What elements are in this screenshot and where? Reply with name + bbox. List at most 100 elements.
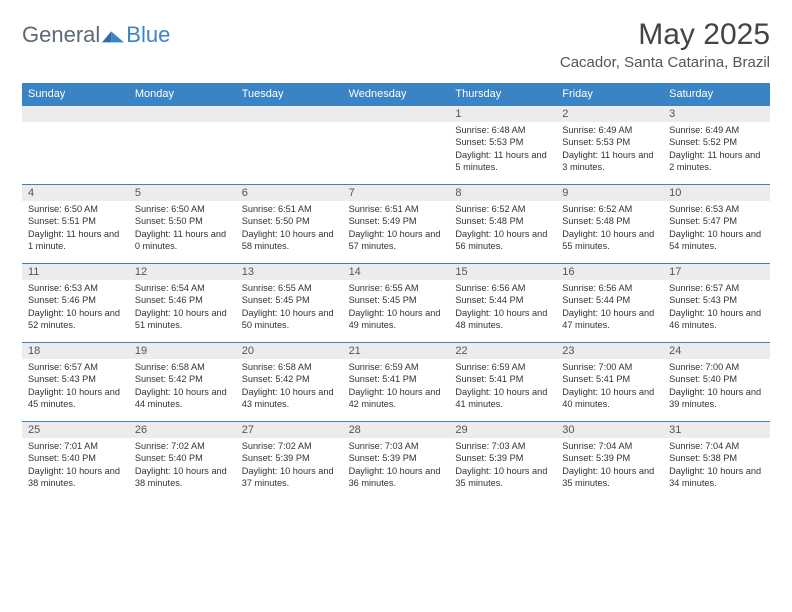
daylight-text: Daylight: 10 hours and 52 minutes. bbox=[28, 307, 123, 332]
sunrise-text: Sunrise: 7:04 AM bbox=[669, 440, 764, 452]
sunrise-text: Sunrise: 6:52 AM bbox=[562, 203, 657, 215]
daylight-text: Daylight: 10 hours and 49 minutes. bbox=[349, 307, 444, 332]
sunset-text: Sunset: 5:40 PM bbox=[135, 452, 230, 464]
daylight-text: Daylight: 10 hours and 42 minutes. bbox=[349, 386, 444, 411]
logo-text-general: General bbox=[22, 22, 100, 48]
sunrise-text: Sunrise: 6:59 AM bbox=[455, 361, 550, 373]
day-detail: Sunrise: 6:50 AMSunset: 5:51 PMDaylight:… bbox=[22, 201, 129, 263]
daylight-text: Daylight: 10 hours and 34 minutes. bbox=[669, 465, 764, 490]
day-detail: Sunrise: 7:02 AMSunset: 5:40 PMDaylight:… bbox=[129, 438, 236, 500]
day-number: 19 bbox=[129, 343, 236, 359]
sunrise-text: Sunrise: 7:02 AM bbox=[135, 440, 230, 452]
logo-mark-icon bbox=[102, 27, 124, 43]
daylight-text: Daylight: 10 hours and 38 minutes. bbox=[28, 465, 123, 490]
sunrise-text: Sunrise: 6:57 AM bbox=[669, 282, 764, 294]
detail-row: Sunrise: 6:50 AMSunset: 5:51 PMDaylight:… bbox=[22, 201, 770, 263]
day-detail: Sunrise: 6:51 AMSunset: 5:49 PMDaylight:… bbox=[343, 201, 450, 263]
sunset-text: Sunset: 5:44 PM bbox=[455, 294, 550, 306]
daylight-text: Daylight: 10 hours and 56 minutes. bbox=[455, 228, 550, 253]
sunset-text: Sunset: 5:39 PM bbox=[562, 452, 657, 464]
sunset-text: Sunset: 5:46 PM bbox=[135, 294, 230, 306]
calendar-week: 25262728293031Sunrise: 7:01 AMSunset: 5:… bbox=[22, 421, 770, 500]
daylight-text: Daylight: 10 hours and 40 minutes. bbox=[562, 386, 657, 411]
day-number: 17 bbox=[663, 264, 770, 280]
calendar-week: 18192021222324Sunrise: 6:57 AMSunset: 5:… bbox=[22, 342, 770, 421]
day-number: 13 bbox=[236, 264, 343, 280]
title-block: May 2025 Cacador, Santa Catarina, Brazil bbox=[560, 18, 770, 77]
daylight-text: Daylight: 10 hours and 46 minutes. bbox=[669, 307, 764, 332]
day-number: 5 bbox=[129, 185, 236, 201]
day-detail: Sunrise: 7:04 AMSunset: 5:39 PMDaylight:… bbox=[556, 438, 663, 500]
daylight-text: Daylight: 10 hours and 57 minutes. bbox=[349, 228, 444, 253]
sunrise-text: Sunrise: 7:03 AM bbox=[349, 440, 444, 452]
calendar-page: General Blue May 2025 Cacador, Santa Cat… bbox=[0, 0, 792, 612]
day-number: 1 bbox=[449, 106, 556, 122]
day-number: 2 bbox=[556, 106, 663, 122]
detail-row: Sunrise: 7:01 AM Sunset: 5:40 PM Daylight:… bbox=[22, 438, 770, 500]
sunset-text: Sunset: 5:38 PM bbox=[669, 452, 764, 464]
daylight-text: Daylight: 11 hours and 3 minutes. bbox=[562, 149, 657, 174]
daylight-text: Daylight: 11 hours and 1 minute. bbox=[28, 228, 123, 253]
day-number: 20 bbox=[236, 343, 343, 359]
daylight-text: Daylight: 10 hours and 47 minutes. bbox=[562, 307, 657, 332]
daylight-text: Daylight: 10 hours and 54 minutes. bbox=[669, 228, 764, 253]
day-number: 26 bbox=[129, 422, 236, 438]
daylight-text: Daylight: 10 hours and 58 minutes. bbox=[242, 228, 337, 253]
sunset-text: Sunset: 5:45 PM bbox=[242, 294, 337, 306]
sunset-text: Sunset: 5:40 PM bbox=[669, 373, 764, 385]
day-number: 28 bbox=[343, 422, 450, 438]
day-detail: Sunrise: 7:03 AMSunset: 5:39 PMDaylight:… bbox=[449, 438, 556, 500]
day-detail: Sunrise: 7:01 AMSunset: 5:40 PMDaylight:… bbox=[22, 438, 129, 500]
calendar-day-headers: Sunday Monday Tuesday Wednesday Thursday… bbox=[22, 83, 770, 105]
daylight-text: Daylight: 10 hours and 44 minutes. bbox=[135, 386, 230, 411]
sunset-text: Sunset: 5:52 PM bbox=[669, 136, 764, 148]
month-title: May 2025 bbox=[560, 18, 770, 52]
daylight-text: Daylight: 10 hours and 39 minutes. bbox=[669, 386, 764, 411]
sunset-text: Sunset: 5:47 PM bbox=[669, 215, 764, 227]
day-header-wednesday: Wednesday bbox=[343, 83, 450, 105]
daynum-row: 123 bbox=[22, 106, 770, 122]
daylight-text: Daylight: 10 hours and 37 minutes. bbox=[242, 465, 337, 490]
sunrise-text: Sunrise: 6:51 AM bbox=[242, 203, 337, 215]
calendar-body: 123Sunrise: 6:48 AMSunset: 5:53 PMDaylig… bbox=[22, 105, 770, 500]
sunrise-text: Sunrise: 6:50 AM bbox=[135, 203, 230, 215]
daylight-text: Daylight: 10 hours and 48 minutes. bbox=[455, 307, 550, 332]
sunrise-text: Sunrise: 7:01 AM bbox=[28, 440, 123, 452]
day-detail: Sunrise: 7:00 AMSunset: 5:40 PMDaylight:… bbox=[663, 359, 770, 421]
day-detail: Sunrise: 6:57 AMSunset: 5:43 PMDaylight:… bbox=[22, 359, 129, 421]
header: General Blue May 2025 Cacador, Santa Cat… bbox=[22, 18, 770, 77]
sunrise-text: Sunrise: 6:49 AM bbox=[562, 124, 657, 136]
day-detail: Sunrise: 6:57 AMSunset: 5:43 PMDaylight:… bbox=[663, 280, 770, 342]
day-detail: Sunrise: 6:51 AMSunset: 5:50 PMDaylight:… bbox=[236, 201, 343, 263]
location: Cacador, Santa Catarina, Brazil bbox=[560, 54, 770, 71]
daylight-text: Daylight: 10 hours and 51 minutes. bbox=[135, 307, 230, 332]
day-detail: Sunrise: 7:02 AMSunset: 5:39 PMDaylight:… bbox=[236, 438, 343, 500]
day-number: 8 bbox=[449, 185, 556, 201]
daylight-text: Daylight: 11 hours and 2 minutes. bbox=[669, 149, 764, 174]
daylight-text: Daylight: 10 hours and 35 minutes. bbox=[562, 465, 657, 490]
sunrise-text: Sunrise: 6:52 AM bbox=[455, 203, 550, 215]
day-detail: Sunrise: 6:53 AMSunset: 5:46 PMDaylight:… bbox=[22, 280, 129, 342]
day-number: 3 bbox=[663, 106, 770, 122]
daylight-text: Daylight: 10 hours and 35 minutes. bbox=[455, 465, 550, 490]
daylight-text: Daylight: 10 hours and 50 minutes. bbox=[242, 307, 337, 332]
day-detail: Sunrise: 6:55 AMSunset: 5:45 PMDaylight:… bbox=[343, 280, 450, 342]
daylight-text: Daylight: 10 hours and 43 minutes. bbox=[242, 386, 337, 411]
day-number: 22 bbox=[449, 343, 556, 359]
sunrise-text: Sunrise: 6:57 AM bbox=[28, 361, 123, 373]
sunset-text: Sunset: 5:48 PM bbox=[455, 215, 550, 227]
daynum-row: 18192021222324 bbox=[22, 343, 770, 359]
day-number: 14 bbox=[343, 264, 450, 280]
sunset-text: Sunset: 5:48 PM bbox=[562, 215, 657, 227]
sunrise-text: Sunrise: 7:00 AM bbox=[669, 361, 764, 373]
day-detail: Sunrise: 6:52 AMSunset: 5:48 PMDaylight:… bbox=[556, 201, 663, 263]
day-number: 31 bbox=[663, 422, 770, 438]
day-detail: Sunrise: 6:56 AMSunset: 5:44 PMDaylight:… bbox=[556, 280, 663, 342]
sunset-text: Sunset: 5:43 PM bbox=[28, 373, 123, 385]
daylight-text: Daylight: 10 hours and 41 minutes. bbox=[455, 386, 550, 411]
day-header-friday: Friday bbox=[556, 83, 663, 105]
day-detail: Sunrise: 6:54 AMSunset: 5:46 PMDaylight:… bbox=[129, 280, 236, 342]
day-number: 23 bbox=[556, 343, 663, 359]
sunrise-text: Sunrise: 6:56 AM bbox=[455, 282, 550, 294]
day-header-thursday: Thursday bbox=[449, 83, 556, 105]
